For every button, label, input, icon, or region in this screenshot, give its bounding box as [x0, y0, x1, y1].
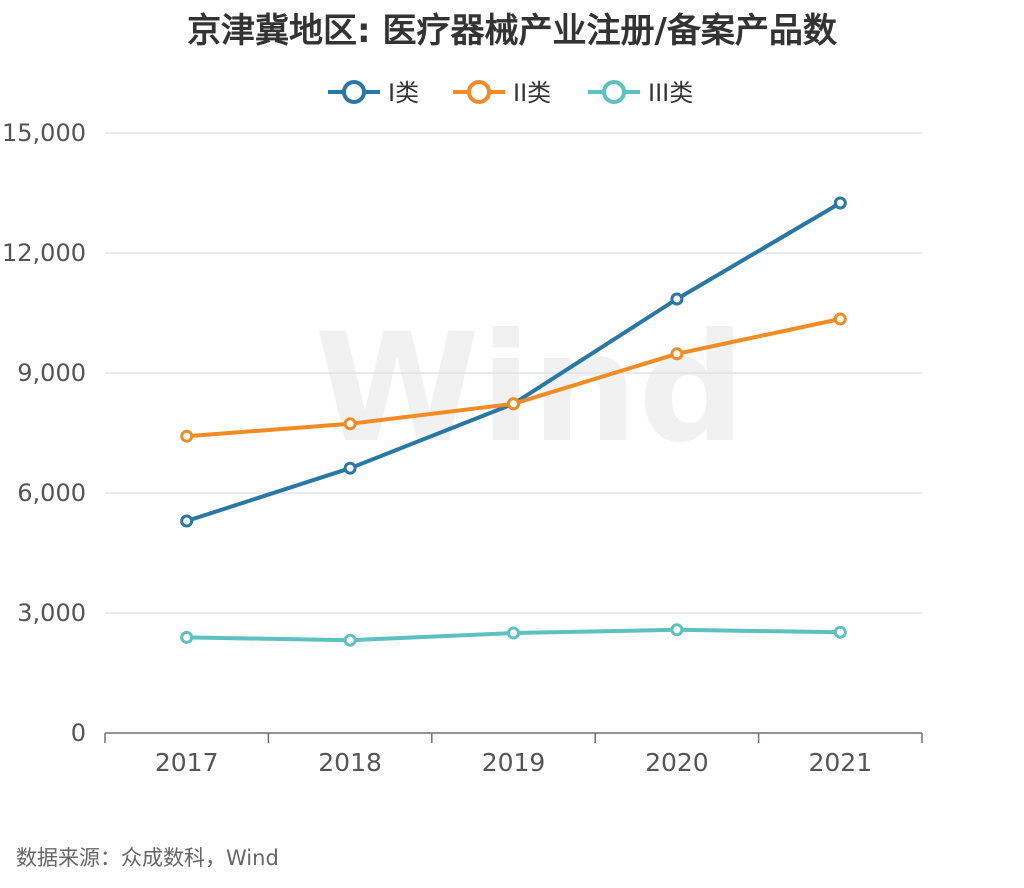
- data-point[interactable]: [833, 196, 847, 210]
- watermark: Wind: [314, 302, 745, 476]
- x-tick-label: 2019: [482, 748, 546, 777]
- y-tick-label: 15,000: [2, 119, 86, 147]
- data-point[interactable]: [670, 292, 684, 306]
- data-point[interactable]: [343, 461, 357, 475]
- data-point[interactable]: [507, 397, 520, 411]
- data-point[interactable]: [670, 347, 684, 361]
- y-tick-label: 6,000: [17, 479, 86, 507]
- x-tick-label: 2020: [645, 748, 709, 777]
- source-note: 数据来源：众成数科，Wind: [16, 846, 279, 870]
- data-point[interactable]: [180, 630, 194, 644]
- data-point[interactable]: [833, 625, 847, 639]
- y-tick-label: 3,000: [17, 599, 86, 627]
- y-axis-ticks: 0 3,000 6,000 9,000 12,000 15,000: [2, 119, 86, 747]
- legend-marker-1: [342, 80, 366, 104]
- legend-label-2[interactable]: II类: [513, 79, 551, 107]
- x-tick-label: 2017: [155, 748, 219, 777]
- data-point[interactable]: [343, 417, 357, 431]
- data-point[interactable]: [180, 514, 194, 528]
- data-point[interactable]: [670, 623, 684, 637]
- legend-label-3[interactable]: III类: [648, 79, 693, 107]
- x-tick-label: 2021: [808, 748, 872, 777]
- data-point[interactable]: [343, 633, 357, 647]
- legend: I类 II类 III类: [328, 79, 693, 107]
- y-tick-label: 9,000: [17, 359, 86, 387]
- data-point[interactable]: [180, 429, 194, 443]
- data-point[interactable]: [507, 626, 520, 640]
- legend-marker-2: [467, 80, 491, 104]
- x-axis: 2017 2018 2019 2020 2021: [104, 732, 923, 777]
- data-point[interactable]: [833, 312, 847, 326]
- legend-label-1[interactable]: I类: [388, 79, 419, 107]
- y-tick-label: 12,000: [2, 239, 86, 267]
- y-tick-label: 0: [71, 719, 86, 747]
- x-tick-label: 2018: [318, 748, 382, 777]
- legend-marker-3: [602, 80, 626, 104]
- grid-lines: [105, 132, 922, 614]
- series-points: [180, 196, 847, 647]
- chart-title: 京津冀地区: 医疗器械产业注册/备案产品数: [187, 11, 837, 51]
